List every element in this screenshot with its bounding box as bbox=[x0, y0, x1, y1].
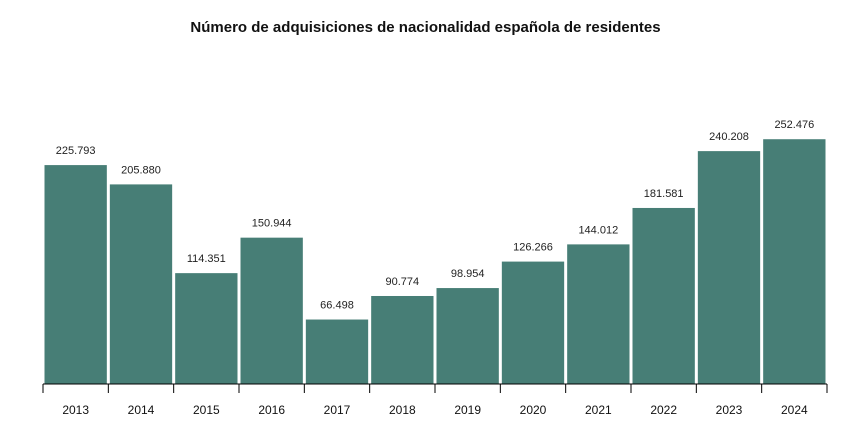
bar-2018 bbox=[371, 295, 434, 384]
bar-value-label: 181.581 bbox=[644, 188, 684, 200]
x-tick-label: 2013 bbox=[62, 403, 89, 417]
bar-value-label: 66.498 bbox=[320, 300, 354, 312]
bar-2024 bbox=[763, 139, 826, 384]
x-tick-label: 2018 bbox=[389, 403, 416, 417]
x-tick-label: 2021 bbox=[585, 403, 612, 417]
bar-2022 bbox=[632, 207, 695, 384]
bar-2014 bbox=[109, 184, 173, 384]
x-tick-label: 2022 bbox=[650, 403, 677, 417]
chart-title: Número de adquisiciones de nacionalidad … bbox=[190, 19, 661, 36]
x-tick-label: 2024 bbox=[781, 403, 808, 417]
bar-value-label: 252.476 bbox=[774, 119, 814, 131]
bar-value-label: 126.266 bbox=[513, 242, 553, 254]
x-tick-label: 2014 bbox=[128, 403, 155, 417]
bar-value-label: 225.793 bbox=[56, 145, 96, 157]
x-tick-label: 2020 bbox=[520, 403, 547, 417]
bar-2015 bbox=[175, 273, 238, 384]
x-tick-label: 2019 bbox=[454, 403, 481, 417]
bar-2017 bbox=[305, 319, 369, 384]
bar-2023 bbox=[697, 151, 761, 384]
bar-value-label: 98.954 bbox=[451, 268, 485, 280]
bar-value-label: 240.208 bbox=[709, 131, 749, 143]
bar-value-label: 205.880 bbox=[121, 164, 161, 176]
bar-2013 bbox=[44, 165, 107, 384]
x-tick-label: 2023 bbox=[716, 403, 743, 417]
bar-value-label: 114.351 bbox=[187, 253, 226, 265]
bar-2019 bbox=[436, 288, 499, 384]
bar-value-label: 144.012 bbox=[578, 224, 618, 236]
x-tick-label: 2017 bbox=[324, 403, 351, 417]
bar-value-label: 150.944 bbox=[252, 218, 292, 230]
x-tick-label: 2015 bbox=[193, 403, 220, 417]
bar-2021 bbox=[567, 244, 630, 384]
bar-2016 bbox=[240, 237, 303, 384]
bar-value-label: 90.774 bbox=[386, 276, 420, 288]
bar-2020 bbox=[501, 261, 565, 384]
x-tick-label: 2016 bbox=[258, 403, 285, 417]
